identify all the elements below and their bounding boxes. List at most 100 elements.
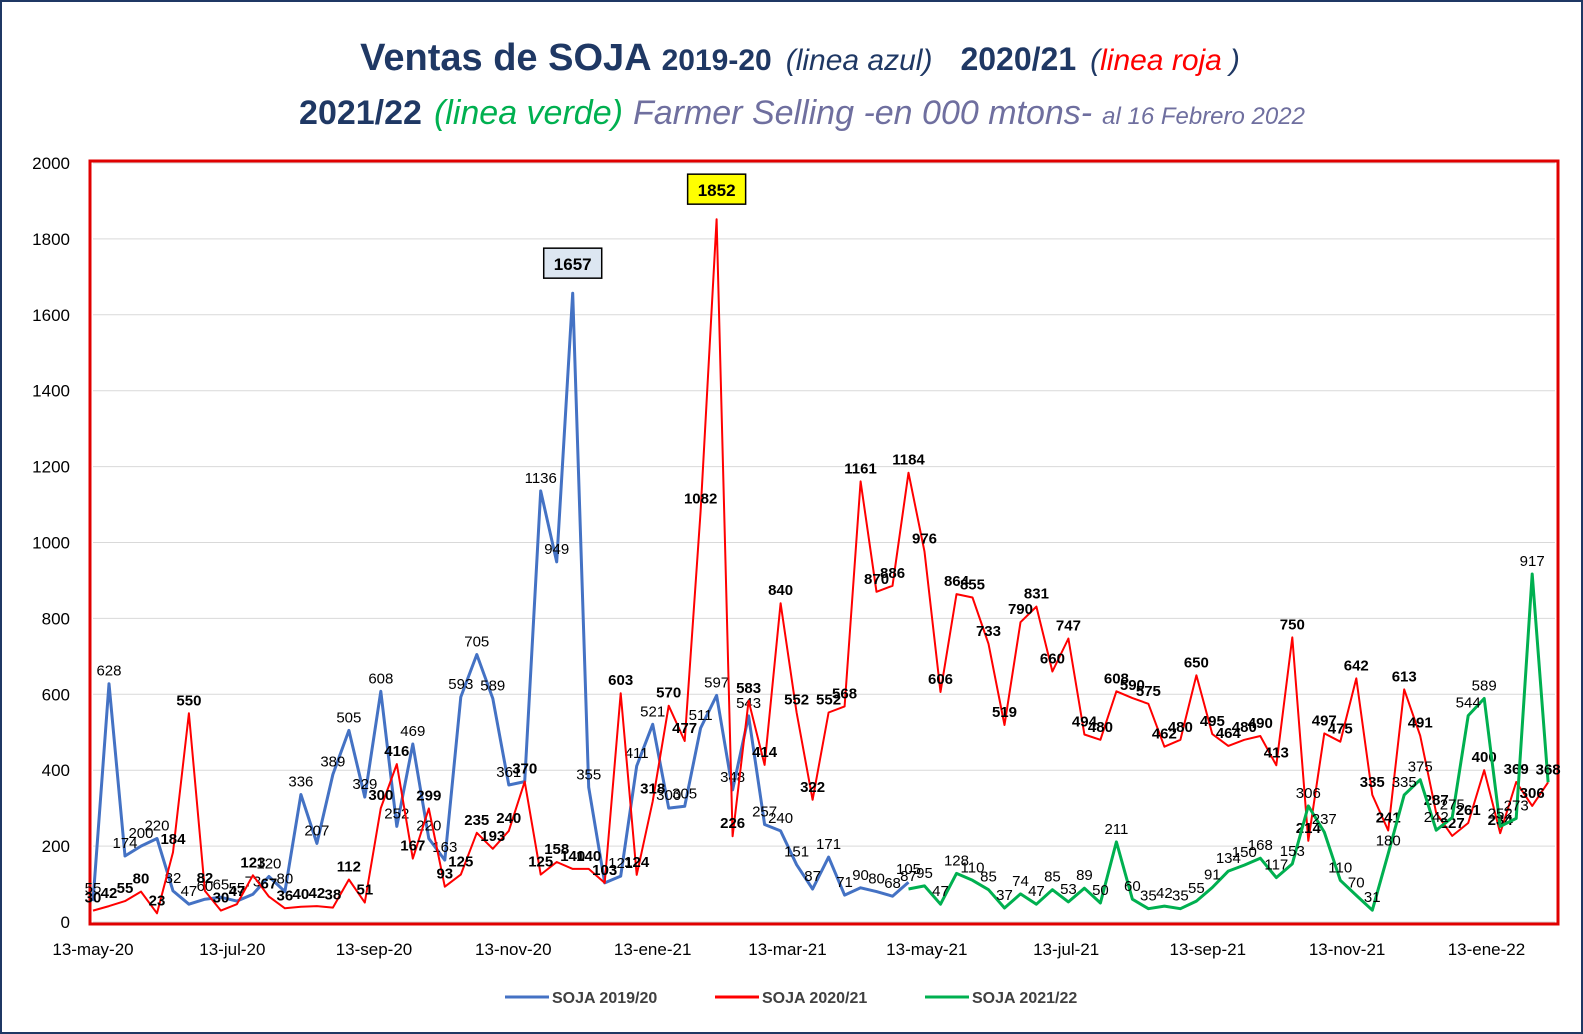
value-label: 976: [912, 531, 937, 548]
value-label: 85: [980, 869, 997, 886]
value-label: 65: [213, 876, 230, 893]
value-label: 370: [512, 761, 537, 778]
value-label: 80: [868, 871, 885, 888]
value-label: 917: [1520, 553, 1545, 570]
value-label: 38: [325, 887, 342, 904]
value-label: 519: [992, 704, 1017, 721]
value-label: 305: [672, 785, 697, 802]
x-tick-label: 13-nov-21: [1309, 940, 1386, 959]
y-tick-label: 1600: [32, 306, 70, 325]
value-label: 570: [656, 685, 681, 702]
value-label: 300: [368, 787, 393, 804]
value-label: 590: [1120, 677, 1145, 694]
value-label: 306: [1520, 785, 1545, 802]
value-label: 220: [144, 818, 169, 835]
value-label: 47: [229, 883, 246, 900]
value-label: 650: [1184, 654, 1209, 671]
series-line: [92, 218, 1549, 915]
highlight-box: [686, 173, 747, 205]
value-label: 475: [1328, 721, 1353, 738]
value-label: 477: [672, 720, 697, 737]
value-label: 497: [1312, 712, 1337, 729]
value-label: 121: [608, 855, 633, 872]
value-label: 1082: [684, 490, 717, 507]
value-label: 552: [816, 692, 841, 709]
value-label: 287: [1424, 792, 1449, 809]
value-label: 335: [1392, 774, 1417, 791]
title-part: linea roja: [1100, 44, 1222, 77]
y-tick-label: 200: [42, 837, 70, 856]
value-label: 53: [1060, 881, 1077, 898]
value-label: 80: [277, 871, 294, 888]
value-label: 750: [1280, 616, 1305, 633]
value-label: 71: [836, 874, 853, 891]
value-label: 273: [1504, 797, 1529, 814]
value-label: 1852: [698, 181, 736, 200]
value-label: 568: [832, 685, 857, 702]
value-label: 747: [1056, 618, 1081, 635]
value-label: 124: [624, 854, 650, 871]
value-label: 1184: [892, 452, 925, 469]
value-label: 1657: [554, 255, 592, 274]
value-label: 583: [736, 680, 761, 697]
value-label: 242: [1424, 809, 1449, 826]
value-label: 110: [961, 859, 985, 876]
value-label: 348: [720, 769, 745, 786]
value-label: 608: [1104, 670, 1129, 687]
value-label: 125: [528, 854, 553, 871]
value-label: 140: [576, 848, 601, 865]
value-label: 125: [448, 854, 473, 871]
value-label: 855: [960, 577, 985, 594]
value-label: 128: [944, 852, 969, 869]
value-label: 120: [256, 855, 281, 872]
value-label: 211: [1104, 821, 1128, 838]
value-label: 180: [1376, 833, 1401, 850]
value-label: 575: [1136, 683, 1161, 700]
value-label: 237: [1312, 811, 1337, 828]
value-label: 31: [1364, 889, 1381, 906]
value-label: 464: [1216, 725, 1242, 742]
value-label: 831: [1024, 586, 1049, 603]
y-tick-label: 2000: [32, 154, 70, 173]
value-label: 1136: [525, 470, 557, 487]
value-label: 151: [784, 844, 809, 861]
value-label: 306: [1296, 785, 1321, 802]
value-label: 413: [1264, 744, 1289, 761]
title-part: (: [1090, 44, 1103, 77]
value-label: 886: [880, 565, 905, 582]
value-label: 790: [1008, 601, 1033, 618]
value-label: 733: [976, 623, 1001, 640]
value-label: 318: [640, 780, 665, 797]
value-label: 275: [1440, 797, 1465, 814]
x-tick-label: 13-ene-21: [614, 940, 692, 959]
value-label: 414: [752, 744, 778, 761]
legend-label: SOJA 2021/22: [972, 990, 1077, 1007]
value-label: 368: [1536, 761, 1561, 778]
value-label: 42: [101, 885, 118, 902]
value-label: 47: [932, 883, 949, 900]
value-label: 134: [1216, 850, 1241, 867]
chart-subtitle: 2021/22 (linea verde) Farmer Selling -en 0…: [299, 94, 1305, 132]
value-label: 589: [480, 677, 505, 694]
value-label: 355: [576, 766, 601, 783]
value-label: 235: [464, 812, 489, 829]
value-label: 105: [896, 861, 921, 878]
highlight-box: [542, 247, 603, 279]
value-label: 252: [1488, 805, 1513, 822]
value-label: 240: [768, 810, 793, 827]
value-label: 35: [1172, 888, 1189, 905]
value-label: 171: [816, 836, 841, 853]
value-label: 174: [112, 835, 137, 852]
value-label: 257: [752, 803, 777, 820]
value-label: 184: [160, 831, 186, 848]
value-label: 329: [352, 776, 377, 793]
value-label: 261: [1456, 802, 1481, 819]
value-label: 50: [1092, 882, 1109, 899]
value-label: 207: [304, 822, 329, 839]
x-tick-label: 13-sep-21: [1169, 940, 1246, 959]
value-label: 103: [592, 862, 617, 879]
value-label: 840: [768, 582, 793, 599]
value-label: 95: [916, 865, 933, 882]
value-label: 42: [309, 885, 326, 902]
value-label: 495: [1200, 713, 1225, 730]
